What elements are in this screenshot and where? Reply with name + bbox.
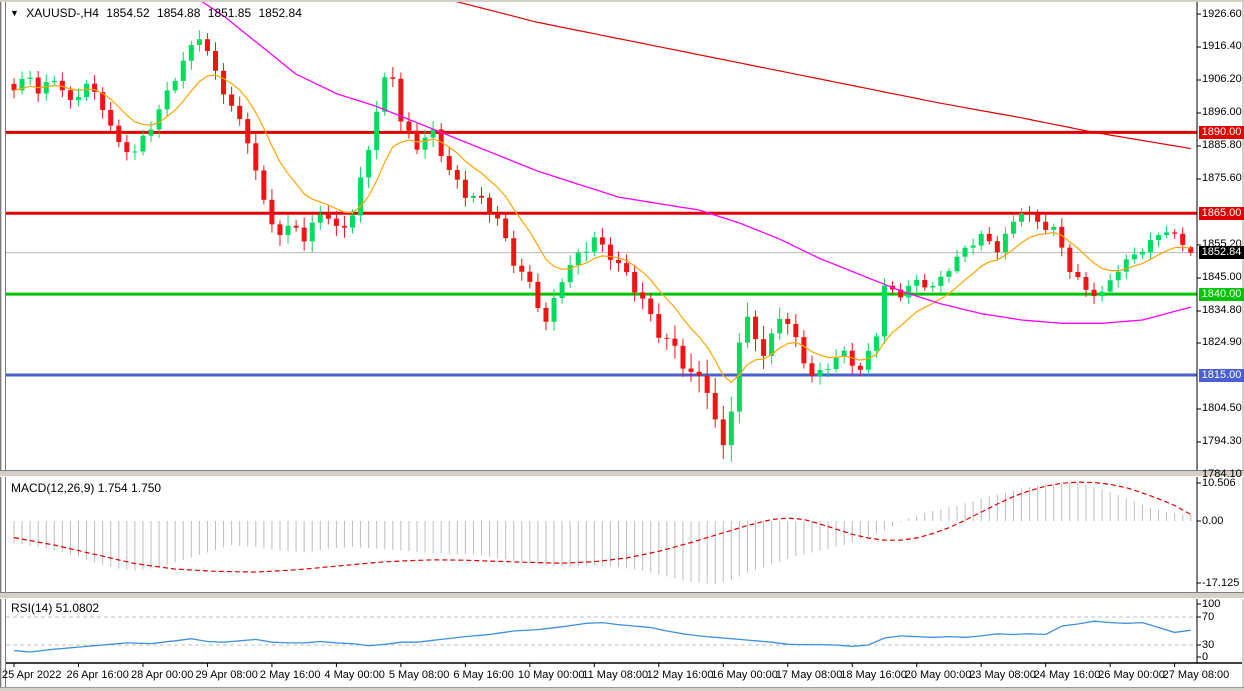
price-badge-1865.00: 1865.00 (1199, 206, 1244, 220)
time-axis-label: 12 May 16:00 (646, 669, 714, 681)
price-tick-label: 1926.60 (1202, 7, 1242, 20)
time-axis-label: 26 Apr 16:00 (66, 669, 129, 681)
window-border-left (0, 0, 6, 691)
price-tick-label: 1834.80 (1202, 304, 1242, 317)
price-tick-label: 1916.40 (1202, 40, 1242, 53)
rsi-panel[interactable] (6, 616, 1197, 653)
rsi-scale-label: 30 (1202, 638, 1215, 651)
price-badge-1815.00: 1815.00 (1199, 368, 1244, 382)
time-axis-label: 2 May 16:00 (259, 669, 321, 681)
time-axis-label: 27 May 08:00 (1162, 669, 1230, 681)
chart-title: ▼ XAUUSD-,H4 1854.52 1854.88 1851.85 185… (10, 6, 306, 20)
time-axis-label: 24 May 16:00 (1033, 669, 1101, 681)
macd-signal-line (13, 481, 1192, 573)
time-axis-label: 4 May 00:00 (324, 669, 385, 681)
price-tick-label: 1845.00 (1202, 271, 1242, 284)
candlestick-series (11, 30, 1194, 462)
price-badge-1852.84: 1852.84 (1199, 246, 1244, 260)
ma-fast-line (13, 74, 1191, 383)
price-tick-label: 1906.20 (1202, 73, 1242, 86)
time-axis-label: 6 May 16:00 (453, 669, 514, 681)
macd-indicator-label: MACD(12,26,9) 1.754 1.750 (11, 481, 162, 495)
macd-panel[interactable] (13, 481, 1192, 585)
ohlc-open-value: 1854.52 (106, 6, 150, 20)
time-axis-label: 11 May 08:00 (582, 669, 649, 681)
rsi-scale-label: 0 (1202, 650, 1209, 663)
ohlc-high-value: 1854.88 (157, 6, 201, 20)
price-tick-label: 1885.80 (1202, 139, 1242, 152)
ma-slow-line (455, 2, 1191, 150)
time-axis-label: 17 May 08:00 (775, 669, 843, 681)
rsi-line (13, 620, 1191, 653)
price-tick-label: 1896.00 (1202, 106, 1242, 119)
time-axis-label: 25 Apr 2022 (2, 669, 62, 681)
price-tick-label: 1804.50 (1202, 402, 1242, 415)
ma-mid-line (201, 2, 1191, 324)
ohlc-close-value: 1852.84 (258, 6, 302, 20)
price-tick-label: 1794.30 (1202, 435, 1242, 448)
price-badge-1840.00: 1840.00 (1199, 287, 1244, 301)
time-axis-label: 26 May 00:00 (1098, 669, 1165, 681)
price-tick-label: 1875.60 (1202, 172, 1242, 185)
rsi-indicator-label: RSI(14) 51.0802 (11, 601, 100, 615)
time-axis-label: 29 Apr 08:00 (195, 669, 258, 681)
panel-separator-rsi[interactable] (0, 592, 1244, 599)
time-axis-label: 23 May 08:00 (969, 669, 1036, 681)
time-axis-label: 16 May 00:00 (711, 669, 778, 681)
macd-scale-label: 10.506 (1202, 476, 1236, 489)
rsi-scale-label: 100 (1202, 597, 1221, 610)
window-border-bottom (0, 687, 1244, 691)
price-tick-label: 1824.90 (1202, 336, 1242, 349)
main-price-panel[interactable] (6, 0, 1197, 462)
price-tick-label: 1784.10 (1202, 468, 1242, 481)
symbol-dropdown-icon[interactable]: ▼ (10, 8, 19, 18)
macd-scale-label: 0.00 (1202, 514, 1224, 527)
rsi-scale-label: 70 (1202, 610, 1215, 623)
panel-separator-macd[interactable] (0, 470, 1244, 477)
price-badge-1890.00: 1890.00 (1199, 125, 1244, 139)
time-axis-label: 18 May 16:00 (840, 669, 907, 681)
time-axis-label: 28 Apr 00:00 (130, 669, 194, 681)
time-axis-label: 20 May 00:00 (904, 669, 972, 681)
time-axis-label: 5 May 08:00 (388, 669, 450, 681)
window-border-right (1242, 0, 1244, 691)
window-border-top (0, 0, 1244, 2)
symbol-period-label: XAUUSD-,H4 (26, 6, 99, 20)
ohlc-low-value: 1851.85 (207, 6, 252, 20)
time-axis-label: 10 May 00:00 (517, 669, 585, 681)
macd-scale-label: -17.125 (1202, 576, 1240, 589)
